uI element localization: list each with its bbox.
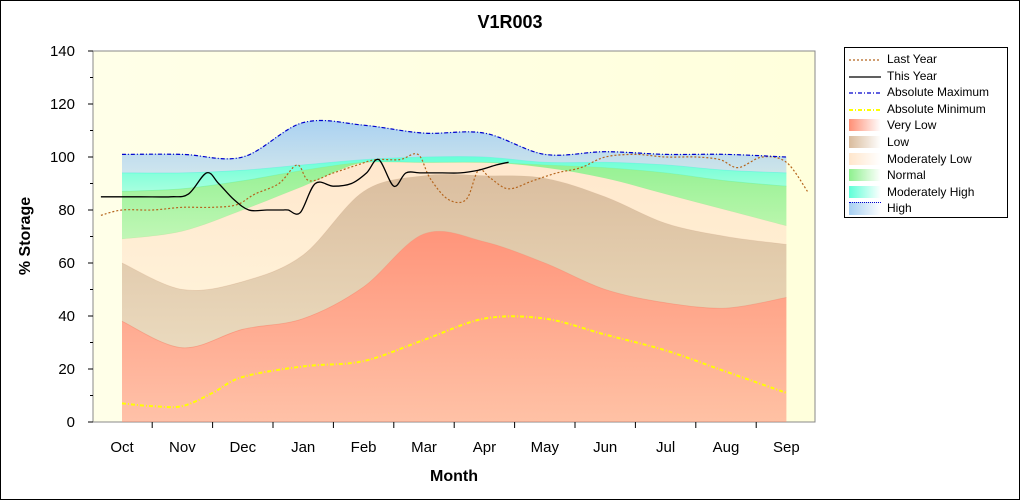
y-tick-label: 20 (58, 361, 75, 378)
series-layer (100, 119, 808, 409)
x-tick-label-jan: Jan (291, 439, 315, 456)
legend-swatch-low (849, 136, 881, 148)
series-line-last-year (100, 153, 808, 216)
legend-swatch-last-year (849, 53, 881, 65)
legend-item-very-low: Very Low (845, 118, 1005, 134)
legend-item-this-year: This Year (845, 69, 1005, 85)
x-axis-title: Month (430, 468, 478, 485)
band-moderately-high (122, 156, 787, 192)
x-tick-label-jun: Jun (593, 439, 617, 456)
x-tick-label-jul: Jul (656, 439, 675, 456)
legend-label-absolute-maximum: Absolute Maximum (887, 85, 990, 100)
x-tick-label-nov: Nov (169, 439, 196, 456)
legend-swatch-absolute-maximum (849, 86, 881, 98)
legend-item-absolute-minimum: Absolute Minimum (845, 102, 1005, 118)
legend-label-this-year: This Year (887, 68, 938, 83)
legend-label-moderately-high: Moderately High (887, 184, 975, 199)
legend-item-last-year: Last Year (845, 52, 1005, 68)
x-tick-label-dec: Dec (229, 439, 256, 456)
x-tick-label-may: May (531, 439, 560, 456)
legend-label-normal: Normal (887, 168, 926, 183)
legend-label-very-low: Very Low (887, 118, 937, 133)
legend-label-moderately-low: Moderately Low (887, 151, 972, 166)
x-tick-label-sep: Sep (773, 439, 800, 456)
y-tick-label: 0 (67, 414, 75, 431)
legend: Last Year This Year Absolute Maximum Absolu… (844, 47, 1008, 218)
legend-label-last-year: Last Year (887, 52, 938, 66)
band-high (122, 120, 787, 174)
legend-label-low: Low (887, 135, 910, 149)
x-tick-label-apr: Apr (473, 439, 496, 456)
x-tick-label-feb: Feb (351, 439, 377, 456)
y-tick-label: 60 (58, 255, 75, 272)
legend-swatch-normal (849, 169, 881, 182)
legend-label-high: High (887, 201, 912, 216)
legend-item-high: High (845, 201, 1005, 217)
legend-item-moderately-high: Moderately High (845, 185, 1005, 201)
y-tick-label: 40 (58, 308, 75, 325)
axes-layer: 0 20 40 60 80 100 120 140 Oct Nov Dec Jan Feb Mar Apr M… (50, 43, 800, 456)
legend-item-absolute-maximum: Absolute Maximum (845, 85, 1005, 101)
legend-item-normal: Normal (845, 168, 1005, 184)
y-tick-label: 120 (50, 96, 75, 113)
series-line-absolute-maximum (121, 119, 787, 160)
bands-layer (121, 120, 787, 422)
chart-title: V1R003 (477, 12, 543, 32)
legend-swatch-moderately-low (849, 152, 881, 165)
legend-swatch-high (849, 202, 881, 216)
legend-label-absolute-minimum: Absolute Minimum (887, 101, 986, 116)
band-very-low (122, 231, 787, 422)
legend-item-low: Low (845, 135, 1005, 151)
x-tick-label-aug: Aug (713, 439, 740, 456)
legend-item-moderately-low: Moderately Low (845, 152, 1005, 168)
y-tick-label: 100 (50, 149, 75, 166)
band-low (122, 174, 787, 348)
series-line-this-year (100, 158, 509, 215)
band-normal (122, 160, 787, 240)
x-tick-label-oct: Oct (110, 439, 134, 456)
legend-swatch-absolute-minimum (849, 103, 881, 115)
y-tick-label: 140 (50, 43, 75, 60)
y-axis-title: % Storage (17, 197, 34, 275)
legend-swatch-moderately-high (849, 185, 881, 198)
x-tick-label-mar: Mar (411, 439, 437, 456)
series-line-absolute-minimum (121, 315, 787, 409)
legend-swatch-very-low (849, 119, 881, 132)
legend-swatch-this-year (849, 70, 881, 82)
band-moderately-low (122, 160, 787, 291)
y-tick-label: 80 (58, 202, 75, 219)
